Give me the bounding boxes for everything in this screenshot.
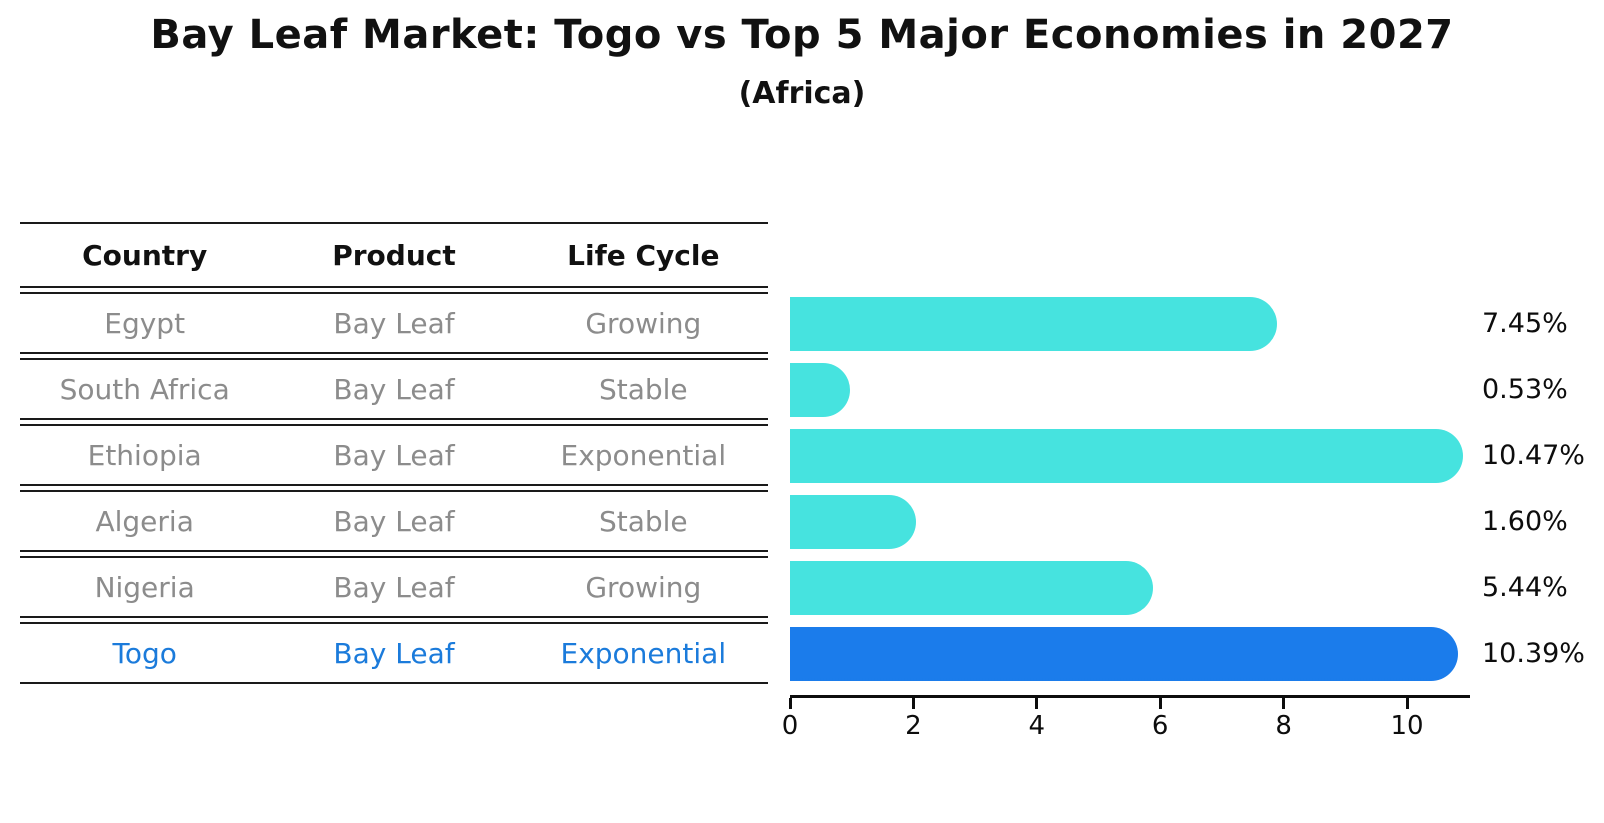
cell-life-cycle: Growing (585, 306, 702, 340)
bar-nigeria (790, 561, 1153, 615)
bar-value-label-ethiopia: 10.47% (1482, 440, 1585, 471)
cell-product: Bay Leaf (333, 306, 455, 340)
x-axis-tick-6 (1158, 698, 1162, 709)
chart-subtitle: (Africa) (738, 76, 866, 111)
bar-value-label-south-africa: 0.53% (1482, 374, 1568, 405)
x-axis-tick-label-2: 2 (905, 711, 922, 741)
column-header-country: Country (82, 238, 208, 272)
x-axis-tick-10 (1405, 698, 1409, 709)
x-axis-tick-8 (1282, 698, 1286, 709)
x-axis-tick-label-0: 0 (781, 711, 799, 741)
bar-egypt (790, 297, 1277, 351)
cell-life-cycle: Stable (598, 372, 688, 406)
bar-value-label-togo: 10.39% (1482, 638, 1585, 669)
cell-country: Togo (112, 636, 177, 670)
cell-country: South Africa (59, 372, 230, 406)
x-axis-tick-label-8: 8 (1275, 711, 1292, 741)
cell-country: Egypt (104, 306, 186, 340)
table-header-row: Country Product Life Cycle (20, 222, 768, 288)
bar-value-label-nigeria: 5.44% (1482, 572, 1568, 603)
cell-life-cycle: Stable (598, 504, 688, 538)
x-axis-tick-label-10: 10 (1390, 711, 1424, 741)
cell-country: Ethiopia (87, 438, 202, 472)
cell-life-cycle: Exponential (560, 438, 727, 472)
cell-product: Bay Leaf (333, 504, 455, 538)
chart-title: Bay Leaf Market: Togo vs Top 5 Major Eco… (150, 12, 1454, 58)
table-row-togo: Togo Bay Leaf Exponential (20, 622, 768, 684)
cell-product: Bay Leaf (333, 438, 455, 472)
bar-algeria (790, 495, 916, 549)
cell-life-cycle: Exponential (560, 636, 727, 670)
x-axis-tick-label-6: 6 (1151, 711, 1169, 741)
cell-country: Algeria (95, 504, 194, 538)
table-row-egypt: Egypt Bay Leaf Growing (20, 292, 768, 354)
table-row-ethiopia: Ethiopia Bay Leaf Exponential (20, 424, 768, 486)
cell-product: Bay Leaf (333, 570, 455, 604)
cell-product: Bay Leaf (333, 636, 455, 670)
column-header-life-cycle: Life Cycle (567, 238, 720, 272)
cell-country: Nigeria (94, 570, 195, 604)
bar-value-label-algeria: 1.60% (1482, 506, 1568, 537)
column-header-product: Product (332, 238, 456, 272)
bar-value-label-egypt: 7.45% (1482, 308, 1568, 339)
table-row-algeria: Algeria Bay Leaf Stable (20, 490, 768, 552)
x-axis-tick-4 (1035, 698, 1039, 709)
table-row-south-africa: South Africa Bay Leaf Stable (20, 358, 768, 420)
x-axis-tick-0 (788, 698, 792, 709)
bar-south-africa (790, 363, 850, 417)
cell-product: Bay Leaf (333, 372, 455, 406)
cell-life-cycle: Growing (585, 570, 702, 604)
bar-ethiopia (790, 429, 1463, 483)
x-axis-tick-2 (911, 698, 915, 709)
x-axis-tick-label-4: 4 (1028, 711, 1046, 741)
bar-togo (790, 627, 1459, 681)
x-axis-line (790, 695, 1470, 698)
table-row-nigeria: Nigeria Bay Leaf Growing (20, 556, 768, 618)
